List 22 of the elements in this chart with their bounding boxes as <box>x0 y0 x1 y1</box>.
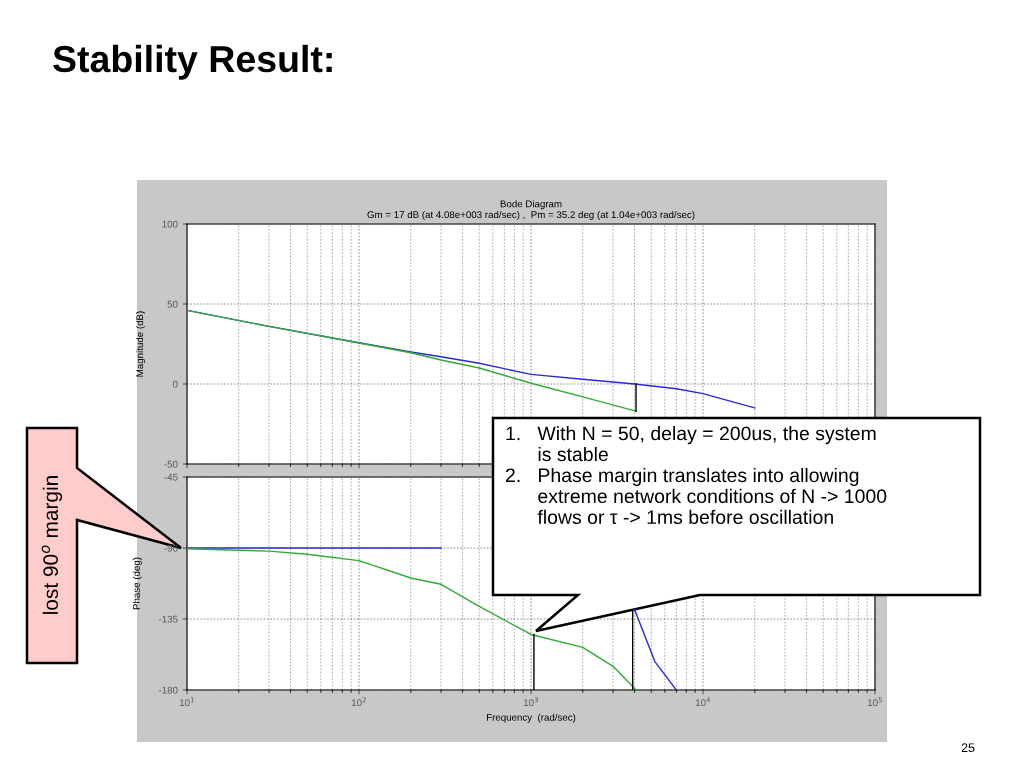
text: Stability Result: <box>53 44 332 80</box>
x-tick-label: 10$^{1}$ <box>179 697 194 707</box>
text: lost 90$^{o}$ margin <box>41 476 63 614</box>
x-tick-label: 10$^{2}$ <box>351 697 366 707</box>
chart-subtitle: Gm = 17 dB (at 4.08e+003 rad/sec) , Pm = 35.2 deg (at 1.04e+003 rad/sec) <box>367 210 695 221</box>
text: 25 <box>961 743 975 753</box>
y-tick-label: -90 <box>164 544 178 552</box>
y-tick-label: -45 <box>164 473 178 481</box>
chart-title: Bode Diagram <box>500 200 562 210</box>
y-tick-label: -180 <box>158 686 178 694</box>
x-axis-title: Frequency (rad/sec) <box>486 713 576 723</box>
annotation: 1. With N = 50, delay = 200us, the system is stable 2. Phase margin translates into allowing extreme network conditions of N -> 1000 flows or τ -> 1ms before oscillation <box>505 426 887 525</box>
y-tick-label: 50 <box>167 300 178 308</box>
y-tick-label: -135 <box>158 615 178 623</box>
y-tick-label: 100 <box>162 220 178 228</box>
y-tick-label: 0 <box>172 380 178 388</box>
y-axis-title: Magnitude (dB) <box>136 311 146 377</box>
x-tick-label: 10$^{3}$ <box>523 697 538 707</box>
x-tick-label: 10$^{4}$ <box>695 697 711 707</box>
x-tick-label: 10$^{5}$ <box>867 697 882 707</box>
y-axis-title: Phase (deg) <box>132 557 142 610</box>
y-tick-label: -50 <box>164 460 178 468</box>
